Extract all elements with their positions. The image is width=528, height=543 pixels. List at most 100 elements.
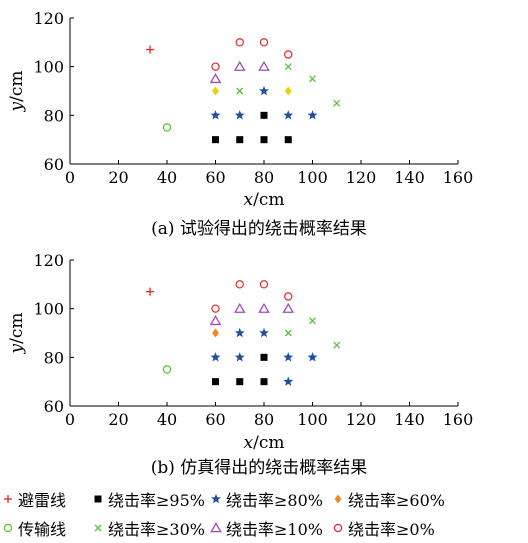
legend-marker-star (211, 493, 221, 504)
legend-item: 绕击率≥10% (210, 520, 323, 539)
data-point (283, 376, 294, 386)
data-point (260, 378, 268, 386)
legend-marker-square (94, 495, 102, 503)
series-square (212, 353, 268, 386)
data-point (212, 328, 219, 338)
legend-label: 避雷线 (18, 491, 66, 510)
legend-label: 绕击率≥60% (348, 491, 445, 510)
x-tick-label: 20 (108, 410, 128, 429)
data-point (146, 287, 155, 296)
series-diamond (212, 328, 219, 338)
legend-label: 绕击率≥10% (226, 520, 323, 539)
data-point (211, 304, 220, 313)
x-tick-label: 20 (108, 168, 128, 187)
data-point (283, 352, 294, 362)
data-point (212, 136, 219, 144)
data-point (333, 341, 341, 349)
y-tick-label: 120 (33, 251, 64, 270)
series-plus (146, 287, 155, 296)
data-point (211, 62, 220, 71)
data-point (210, 352, 221, 362)
x-tick-label: 140 (394, 168, 425, 187)
chart-panel-b: 0 20 40 60 80 100 120 140 160 60 80 100 120 x/cm y/cm (… (7, 251, 473, 478)
legend-marker-x (94, 524, 102, 532)
x-tick-label: 80 (254, 410, 274, 429)
data-point (212, 86, 219, 96)
data-point (234, 110, 245, 120)
legend-item: 绕击率≥95% (94, 491, 205, 510)
data-point (260, 111, 268, 119)
data-point (234, 352, 245, 362)
legend-item: 绕击率≥0% (333, 520, 435, 539)
data-point (235, 38, 244, 47)
data-point (309, 317, 316, 325)
x-tick-label: 120 (346, 410, 377, 429)
data-point (162, 365, 172, 374)
y-tick-label: 60 (44, 155, 64, 174)
x-tick-label: 100 (297, 168, 328, 187)
legend-item: 绕击率≥60% (334, 491, 445, 510)
data-point (260, 353, 268, 361)
data-point (146, 45, 155, 54)
legend-marker-diamond (334, 494, 342, 504)
data-point (333, 99, 341, 107)
data-point (235, 280, 244, 289)
x-axis-label: x/cm (244, 190, 285, 210)
series-star (210, 327, 318, 386)
legend: 避雷线 绕击率≥95% 绕击率≥80% 绕击率≥60% 传输线 绕击率≥30% 绕击率≥10… (3, 491, 445, 539)
data-point (234, 327, 245, 338)
x-tick-label: 60 (205, 410, 225, 429)
x-axis-label: x/cm (244, 433, 285, 453)
legend-label: 绕击率≥0% (348, 520, 435, 539)
x-tick-label: 120 (346, 168, 377, 187)
x-tick-label: 160 (443, 168, 474, 187)
series-circle (162, 123, 172, 132)
data-point (233, 60, 246, 71)
y-tick-label: 80 (44, 348, 64, 367)
legend-label: 传输线 (18, 520, 66, 539)
panel-caption: (b) 仿真得出的绕击概率结果 (151, 458, 368, 478)
x-tick-label: 40 (157, 410, 177, 429)
data-point (284, 329, 292, 337)
series-circle (211, 280, 293, 313)
x-tick-label: 0 (65, 168, 75, 187)
series-plus (146, 45, 155, 54)
series-diamond (212, 86, 292, 96)
data-point (236, 87, 244, 95)
data-point (233, 302, 246, 313)
y-axis-label: y/cm (7, 313, 27, 355)
data-point (259, 38, 269, 47)
y-tick-label: 80 (44, 106, 64, 125)
x-tick-label: 80 (254, 168, 274, 187)
x-tick-label: 0 (65, 410, 75, 429)
data-point (284, 63, 292, 71)
data-point (260, 136, 268, 144)
series-triangle (209, 302, 295, 326)
series-circle (211, 38, 293, 71)
legend-item: 避雷线 (4, 491, 66, 510)
data-point (284, 50, 293, 59)
data-point (209, 73, 222, 84)
series-x (236, 63, 341, 107)
panel-caption: (a) 试验得出的绕击概率结果 (151, 219, 367, 239)
legend-label: 绕击率≥30% (108, 520, 205, 539)
legend-item: 绕击率≥30% (94, 520, 205, 539)
series-x (284, 317, 341, 349)
legend-marker-plus (4, 495, 12, 503)
data-point (259, 280, 269, 289)
y-tick-label: 100 (33, 300, 64, 319)
y-axis-label: y/cm (7, 71, 27, 113)
x-tick-label: 160 (443, 410, 474, 429)
legend-label: 绕击率≥95% (108, 491, 205, 510)
legend-label: 绕击率≥80% (226, 491, 323, 510)
data-point (212, 378, 219, 386)
data-point (283, 110, 294, 120)
x-tick-label: 40 (157, 168, 177, 187)
legend-marker-triangle (210, 522, 222, 533)
data-point (309, 75, 316, 83)
data-point (307, 110, 318, 120)
data-point (236, 378, 244, 386)
data-point (284, 292, 293, 301)
y-tick-label: 120 (33, 9, 64, 28)
